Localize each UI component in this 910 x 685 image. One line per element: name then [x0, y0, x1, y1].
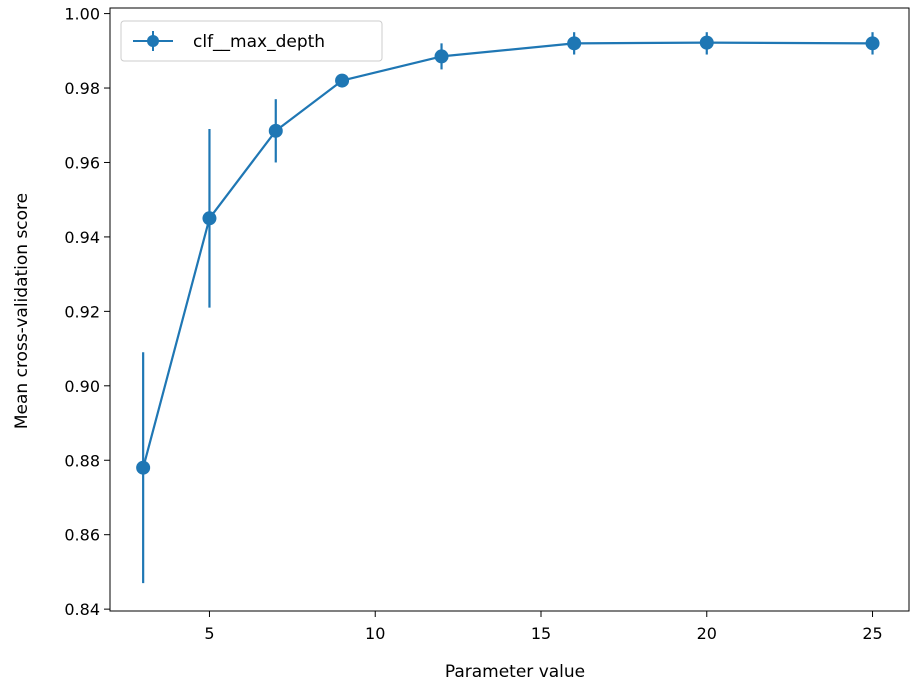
y-tick-label: 0.92	[64, 302, 100, 321]
y-tick-label: 0.98	[64, 79, 100, 98]
legend-label: clf__max_depth	[193, 32, 325, 52]
x-tick-label: 25	[862, 624, 882, 643]
data-point	[335, 73, 350, 88]
data-point	[865, 36, 880, 51]
axes: 5 10 15 20 25 0.84 0.86 0.88 0.90 0.92 0.94 0.96 0.9…	[64, 5, 910, 643]
x-tick-label: 10	[365, 624, 385, 643]
plot-frame	[109, 7, 910, 612]
data-point	[268, 123, 283, 138]
data-point	[434, 49, 449, 64]
data-point	[567, 36, 582, 51]
legend-box	[120, 20, 383, 62]
y-tick-label: 0.96	[64, 153, 100, 172]
x-axis-label: Parameter value	[445, 662, 585, 682]
x-tick-label: 15	[531, 624, 551, 643]
x-tick-label: 20	[697, 624, 717, 643]
y-tick-label: 0.94	[64, 228, 100, 247]
plot-area	[136, 32, 880, 584]
data-point	[136, 460, 151, 475]
data-point	[202, 211, 217, 226]
y-tick-label: 0.86	[64, 526, 100, 545]
y-tick-label: 1.00	[64, 5, 100, 24]
y-tick-label: 0.84	[64, 600, 100, 619]
y-axis-label: Mean cross-validation score	[12, 193, 32, 429]
x-tick-label: 5	[204, 624, 214, 643]
series-line	[142, 41, 873, 468]
data-point	[699, 35, 714, 50]
legend-marker	[147, 35, 159, 47]
y-tick-label: 0.90	[64, 377, 100, 396]
legend: clf__max_depth	[120, 20, 383, 62]
y-tick-label: 0.88	[64, 451, 100, 470]
